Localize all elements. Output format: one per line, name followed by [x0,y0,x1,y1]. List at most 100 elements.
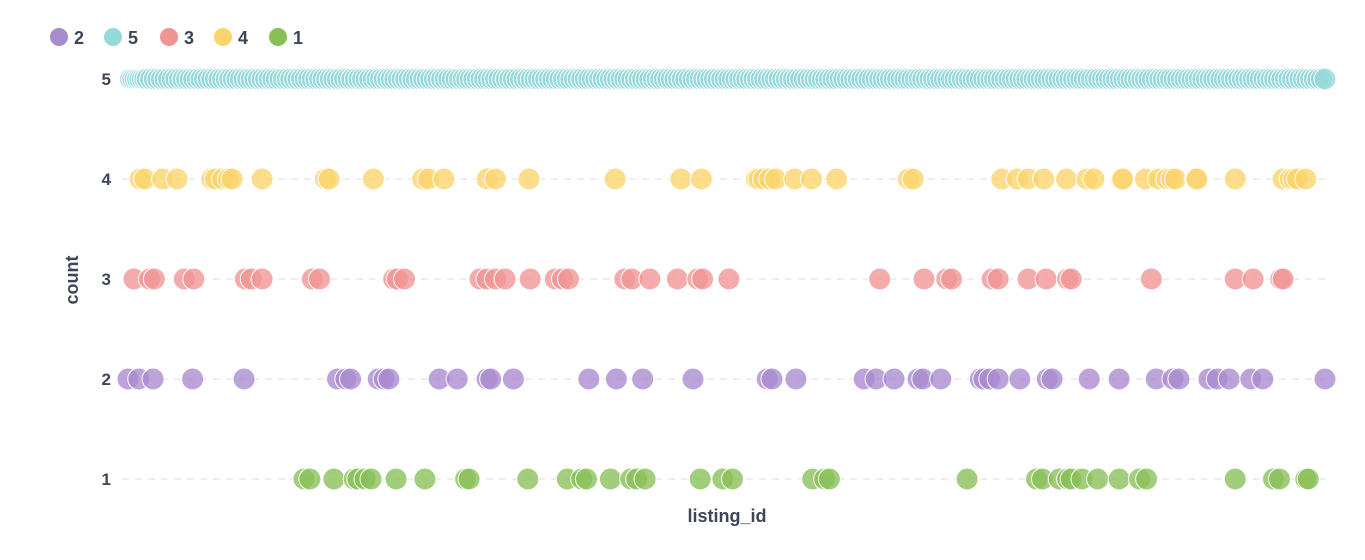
point-series-3-12[interactable] [393,267,416,291]
point-series-2-12[interactable] [445,367,469,391]
point-series-4-35[interactable] [1032,167,1056,191]
point-series-2-35[interactable] [1040,367,1064,391]
point-series-1-18[interactable] [633,467,657,491]
point-series-4-31[interactable] [901,167,925,191]
point-series-1-38[interactable] [1268,467,1291,491]
point-series-2-19[interactable] [681,367,705,391]
point-series-3-35[interactable] [1034,267,1058,291]
point-series-1-10[interactable] [457,467,481,491]
point-series-4-47[interactable] [1185,167,1209,191]
point-series-4-8[interactable] [220,167,244,191]
point-series-3-31[interactable] [940,267,963,291]
point-series-3-29[interactable] [912,267,936,291]
point-series-1-15[interactable] [598,467,622,491]
point-series-1-1[interactable] [298,467,322,491]
point-series-1-21[interactable] [721,467,744,491]
point-series-4-48[interactable] [1223,167,1247,191]
point-series-2-7[interactable] [339,367,363,391]
point-series-4-45[interactable] [1163,167,1187,191]
point-series-4-21[interactable] [689,167,713,191]
point-series-3-17[interactable] [518,267,542,291]
series-4 [128,167,1318,191]
point-series-3-2[interactable] [142,267,166,291]
point-series-3-38[interactable] [1139,267,1163,291]
point-series-2-15[interactable] [501,367,525,391]
point-series-3-26[interactable] [691,267,715,291]
point-series-3-24[interactable] [665,267,689,291]
point-series-4-53[interactable] [1294,167,1318,191]
point-series-3-37[interactable] [1059,267,1083,291]
point-series-3-16[interactable] [493,267,517,291]
point-series-2-3[interactable] [181,367,205,391]
point-series-1-25[interactable] [955,467,979,491]
point-series-2-40[interactable] [1167,367,1191,391]
point-series-2-4[interactable] [232,367,256,391]
point-series-3-20[interactable] [557,267,580,291]
point-series-1-33[interactable] [1107,467,1131,491]
point-series-1-40[interactable] [1296,467,1320,491]
point-series-2-16[interactable] [577,367,601,391]
point-series-1-24[interactable] [817,467,841,491]
legend[interactable]: 2 5 3 4 1 [50,28,303,48]
point-series-4-19[interactable] [603,167,627,191]
point-series-4-29[interactable] [825,167,849,191]
point-series-1-32[interactable] [1086,467,1110,491]
point-series-2-17[interactable] [604,367,628,391]
legend-item-2[interactable]: 2 [50,28,84,48]
legend-swatch-4 [214,28,232,46]
point-series-2-25[interactable] [882,367,906,391]
point-series-2-22[interactable] [784,367,808,391]
legend-item-3[interactable]: 3 [160,28,194,48]
point-series-3-33[interactable] [986,267,1010,291]
point-series-3-40[interactable] [1241,267,1265,291]
point-series-1-19[interactable] [688,467,712,491]
point-series-1-8[interactable] [413,467,437,491]
point-series-4-15[interactable] [432,167,456,191]
point-series-2-37[interactable] [1107,367,1131,391]
point-series-4-9[interactable] [250,167,274,191]
point-series-1-35[interactable] [1135,467,1159,491]
legend-item-5[interactable]: 5 [104,28,138,48]
point-series-2-32[interactable] [986,367,1010,391]
legend-item-1[interactable]: 1 [269,28,303,48]
point-series-4-28[interactable] [800,167,823,191]
point-series-4-20[interactable] [669,167,693,191]
point-series-2-10[interactable] [377,367,401,391]
point-series-3-9[interactable] [308,267,331,291]
point-series-3-4[interactable] [182,267,206,291]
point-series-2-28[interactable] [929,367,953,391]
point-series-4-12[interactable] [361,167,385,191]
point-series-4-18[interactable] [517,167,541,191]
point-series-3-7[interactable] [250,267,274,291]
point-series-2-2[interactable] [141,367,165,391]
point-series-1-6[interactable] [359,467,383,491]
point-series-4-36[interactable] [1054,167,1078,191]
point-series-3-27[interactable] [717,267,741,291]
legend-label-2: 2 [74,28,84,48]
legend-swatch-5 [104,28,122,46]
point-series-1-7[interactable] [384,467,408,491]
point-series-3-28[interactable] [868,267,892,291]
point-series-2-45[interactable] [1251,367,1275,391]
point-series-2-14[interactable] [479,367,503,391]
point-series-1-36[interactable] [1223,467,1247,491]
point-series-4-11[interactable] [317,167,341,191]
point-series-1-14[interactable] [575,467,598,491]
point-series-3-23[interactable] [638,267,662,291]
point-series-3-42[interactable] [1271,267,1295,291]
point-series-1-2[interactable] [322,467,346,491]
point-series-2-18[interactable] [631,367,655,391]
legend-swatch-3 [160,28,178,46]
point-series-2-36[interactable] [1077,367,1101,391]
legend-item-4[interactable]: 4 [214,28,248,48]
point-series-2-43[interactable] [1217,367,1241,391]
point-series-4-3[interactable] [165,167,189,191]
point-series-2-33[interactable] [1008,367,1032,391]
point-series-5-335[interactable] [1313,67,1337,91]
point-series-4-38[interactable] [1082,167,1106,191]
point-series-2-21[interactable] [760,367,784,391]
point-series-1-11[interactable] [516,467,540,491]
point-series-2-46[interactable] [1313,367,1337,391]
point-series-4-17[interactable] [484,167,507,191]
point-series-4-40[interactable] [1111,167,1135,191]
